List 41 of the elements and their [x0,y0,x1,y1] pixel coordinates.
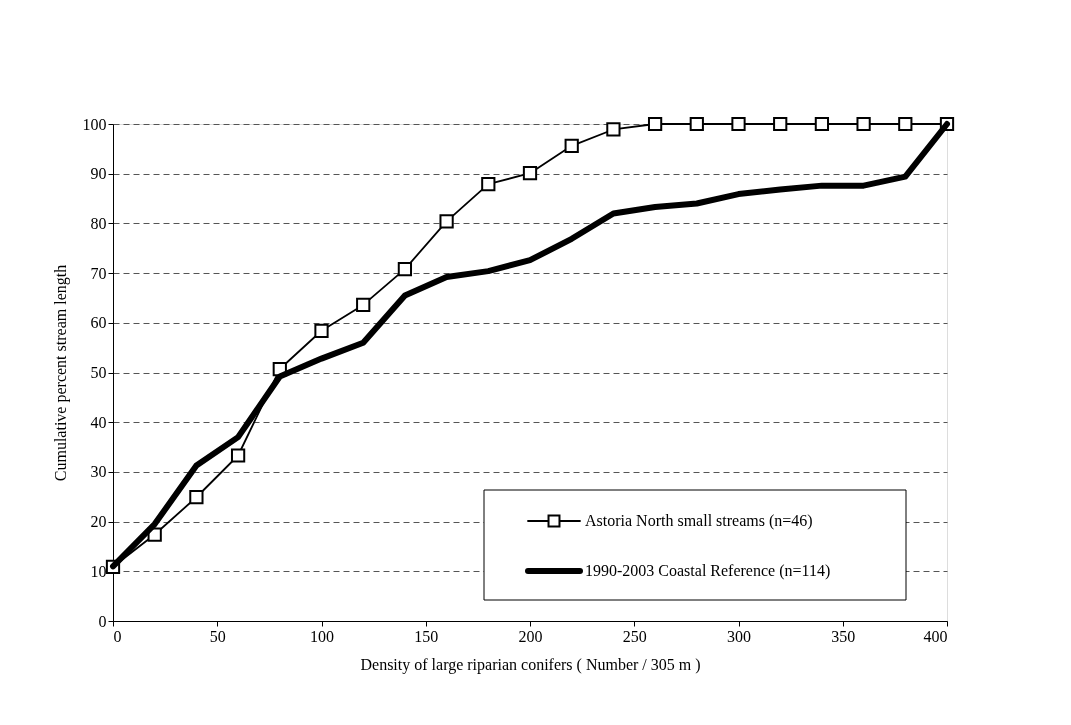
x-tick-label: 100 [310,627,334,645]
y-tick-label: 80 [90,214,107,232]
x-tick-label: 200 [518,627,543,645]
point [773,116,788,132]
point [230,448,246,463]
y-tick-label: 100 [82,115,107,133]
y-tick-label: 30 [90,463,107,481]
point [522,166,538,181]
point [898,116,913,132]
legend-label: 1990-2003 Coastal Reference (n=114) [585,562,831,580]
point [481,177,496,192]
y-axis-title: Cumulative percent stream length [51,264,70,482]
x-tick-label: 150 [414,627,439,645]
x-tick-label: 350 [831,627,856,645]
legend-label: Astoria North small streams (n=46) [585,512,813,530]
point [397,262,413,277]
point [731,116,746,132]
point [689,116,704,132]
point [647,116,663,132]
point [189,490,204,505]
y-tick-label: 90 [90,165,107,183]
y-tick-label: 20 [90,513,107,531]
x-tick-label: 250 [622,627,647,645]
point [814,116,830,132]
x-tick-label: 50 [209,627,226,645]
y-tick-label: 50 [90,364,107,381]
x-axis-title: Density of large riparian conifers ( Number / 305 m ) [360,655,701,674]
y-tick-label: 70 [90,264,107,282]
point [356,297,371,313]
point [564,138,579,153]
y-tick-label: 10 [90,562,107,580]
x-tick-label: 400 [923,627,948,645]
point [606,122,621,137]
x-tick-label: 300 [727,627,751,645]
point [856,116,871,132]
x-tick-label: 0 [113,627,122,645]
y-tick-label: 0 [98,612,107,630]
y-tick-label: 60 [90,314,107,332]
point [439,214,454,229]
point [314,323,329,338]
y-tick-label: 40 [90,413,107,431]
